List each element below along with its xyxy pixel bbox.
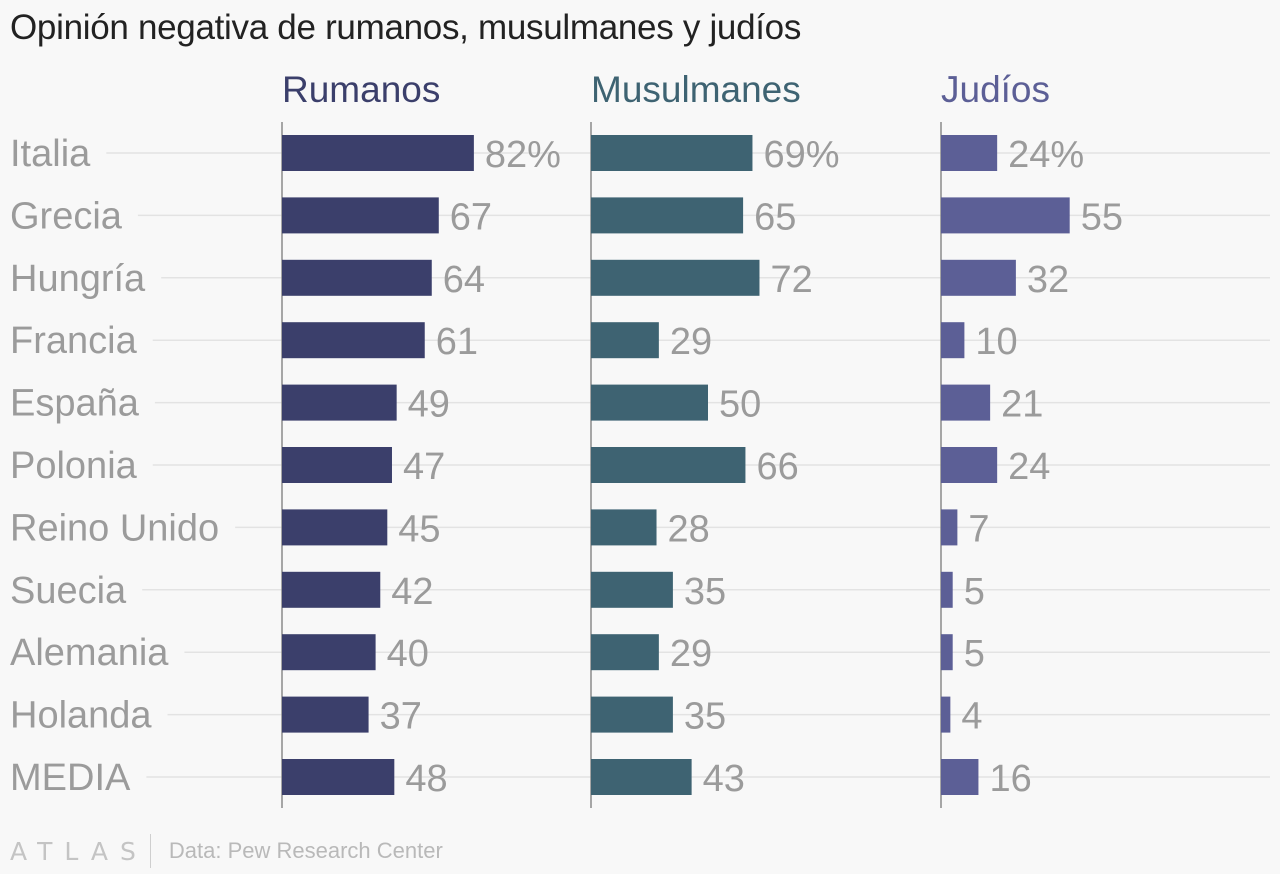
bar (591, 509, 657, 546)
bar (591, 259, 760, 296)
value-label: 21 (1001, 384, 1043, 426)
category-label: Holanda (10, 695, 152, 737)
value-label: 43 (703, 758, 745, 800)
value-label: 29 (670, 321, 712, 363)
atlas-logo: ATLAS (10, 836, 148, 866)
bar (941, 634, 953, 671)
bar (282, 447, 392, 483)
bar (591, 322, 659, 359)
source-note: Data: Pew Research Center (168, 838, 443, 863)
bar (941, 197, 1070, 234)
category-label: Grecia (10, 195, 123, 237)
bar (591, 447, 746, 483)
value-label: 48 (405, 758, 447, 800)
value-label: 7 (968, 508, 989, 550)
value-label: 4 (961, 696, 982, 738)
series-header: Rumanos (282, 69, 440, 110)
bar (941, 447, 998, 483)
bar (591, 634, 659, 671)
bar (941, 696, 951, 733)
value-label: 61 (436, 321, 478, 363)
bar (941, 384, 991, 421)
value-label: 67 (450, 196, 492, 238)
value-label: 47 (403, 446, 445, 488)
value-label: 28 (668, 508, 710, 550)
value-label: 5 (964, 633, 985, 675)
value-label: 49 (408, 384, 450, 426)
bar (282, 696, 369, 733)
bar (282, 259, 432, 296)
category-label: Alemania (10, 632, 169, 674)
value-label: 24 (1008, 446, 1050, 488)
bar (941, 135, 998, 171)
bar (591, 384, 708, 421)
value-label: 45 (398, 508, 440, 550)
value-label: 72 (770, 259, 812, 301)
value-label: 42 (391, 571, 433, 613)
bar (282, 509, 388, 546)
value-label: 82% (485, 134, 561, 176)
value-label: 35 (684, 696, 726, 738)
value-label: 37 (380, 696, 422, 738)
series-header: Judíos (941, 69, 1050, 110)
bar (591, 571, 673, 608)
bar (941, 759, 979, 795)
value-label: 64 (443, 259, 485, 301)
category-label: Polonia (10, 445, 138, 487)
bar (282, 135, 474, 171)
category-label: MEDIA (10, 757, 131, 799)
value-label: 10 (975, 321, 1017, 363)
value-label: 40 (387, 633, 429, 675)
series-header: Musulmanes (591, 69, 801, 110)
bar (941, 571, 953, 608)
chart-title: Opinión negativa de rumanos, musulmanes … (10, 8, 802, 47)
footer: ATLAS Data: Pew Research Center (10, 832, 443, 870)
bar (941, 322, 965, 359)
bar (941, 259, 1016, 296)
category-label: Francia (10, 320, 138, 362)
category-label: Suecia (10, 570, 127, 612)
bar (591, 135, 753, 171)
value-label: 5 (964, 571, 985, 613)
category-label: España (10, 383, 140, 425)
bar (941, 509, 958, 546)
bar (282, 322, 425, 359)
bar (282, 384, 397, 421)
footer-divider (149, 834, 151, 868)
value-label: 24% (1008, 134, 1084, 176)
value-label: 50 (719, 384, 761, 426)
value-label: 32 (1027, 259, 1069, 301)
value-label: 55 (1081, 196, 1123, 238)
value-label: 29 (670, 633, 712, 675)
value-label: 69% (763, 134, 839, 176)
bar (282, 759, 395, 795)
category-label: Hungría (10, 258, 146, 300)
bar (591, 759, 692, 795)
bar (282, 571, 381, 608)
category-label: Reino Unido (10, 507, 219, 549)
value-label: 65 (754, 196, 796, 238)
value-label: 66 (756, 446, 798, 488)
value-label: 35 (684, 571, 726, 613)
bar (591, 696, 673, 733)
value-label: 16 (989, 758, 1031, 800)
category-label: Italia (10, 133, 91, 175)
bar (282, 197, 439, 234)
bar (591, 197, 744, 234)
bar (282, 634, 376, 671)
